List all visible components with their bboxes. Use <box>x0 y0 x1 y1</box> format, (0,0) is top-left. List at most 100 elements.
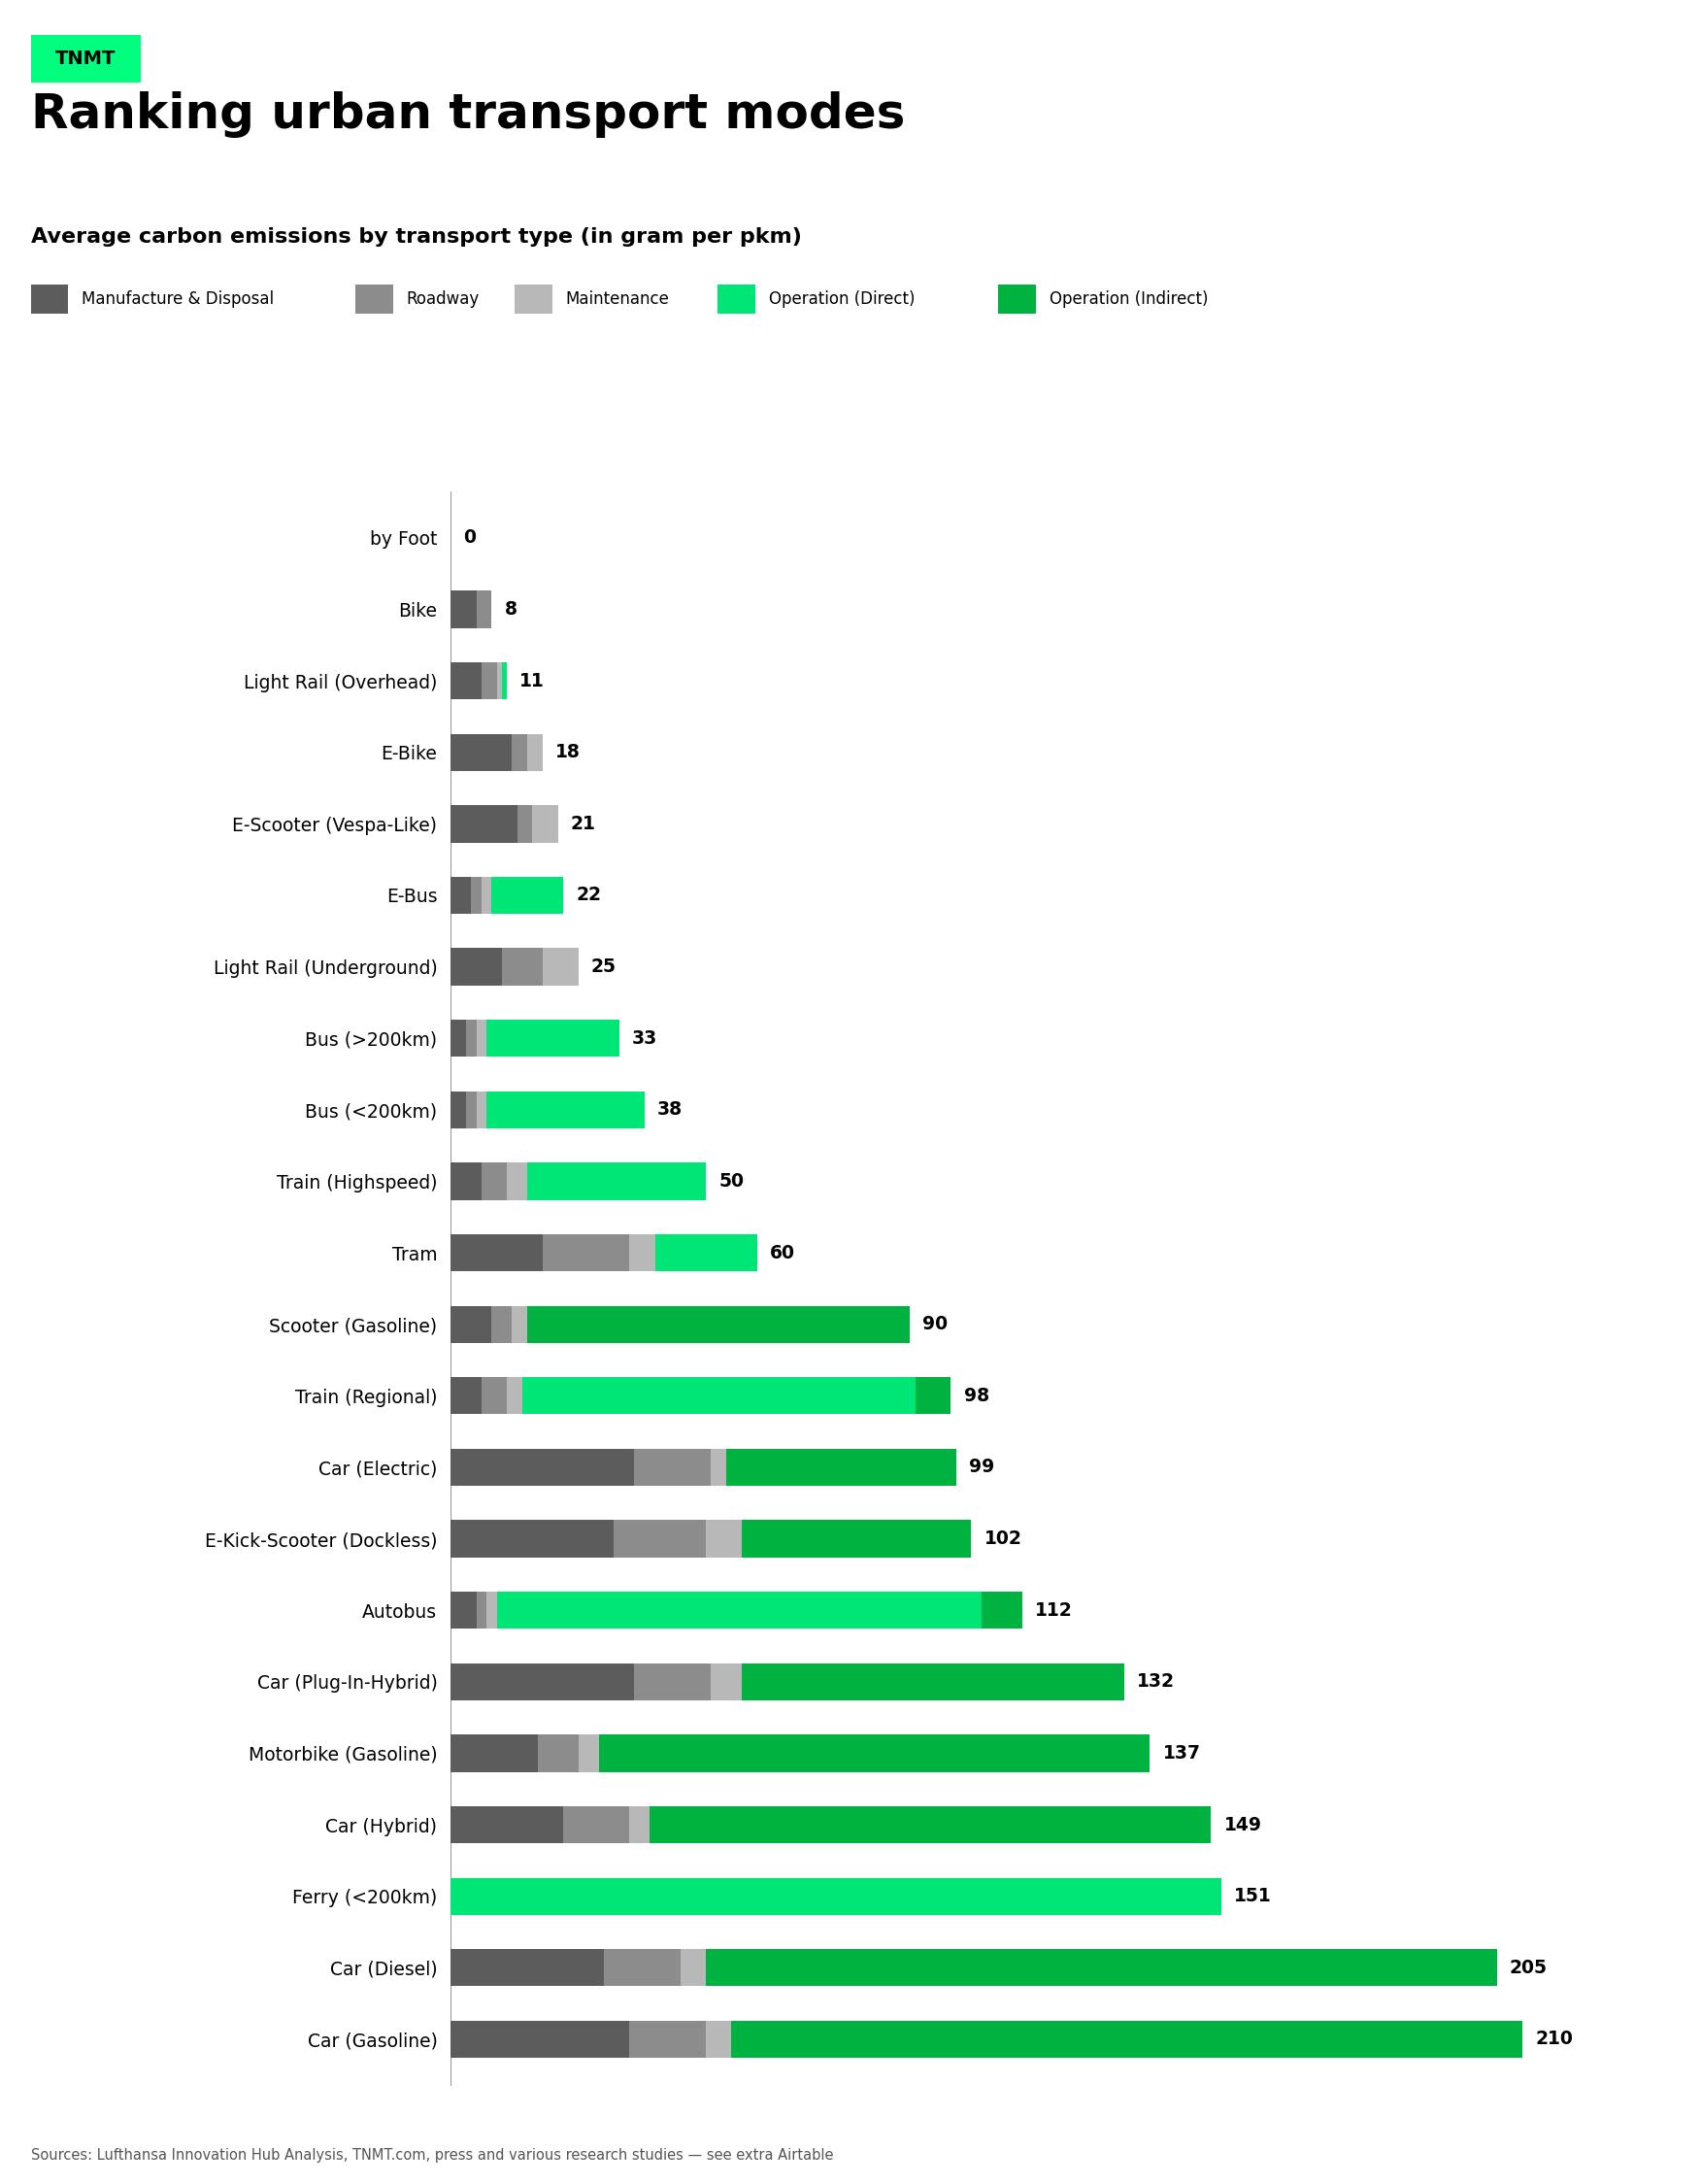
Bar <box>512 1306 527 1343</box>
Bar <box>451 592 476 629</box>
Bar <box>451 1092 466 1129</box>
Text: Manufacture & Disposal: Manufacture & Disposal <box>82 290 274 308</box>
Text: Ranking urban transport modes: Ranking urban transport modes <box>31 92 905 138</box>
Bar <box>451 1448 634 1485</box>
Text: 149: 149 <box>1223 1815 1262 1835</box>
Bar <box>655 1234 757 1271</box>
Bar <box>486 1092 645 1129</box>
Bar <box>599 1734 1150 1771</box>
Text: Maintenance: Maintenance <box>565 290 670 308</box>
Bar <box>502 662 507 699</box>
Bar <box>517 806 532 843</box>
Bar <box>706 1948 1497 1985</box>
Bar <box>629 1806 650 1843</box>
Bar <box>522 1378 915 1415</box>
Bar <box>711 1664 742 1701</box>
Bar <box>507 1378 522 1415</box>
Bar <box>451 948 502 985</box>
Text: 50: 50 <box>718 1173 743 1190</box>
Text: 137: 137 <box>1162 1745 1201 1762</box>
Text: 112: 112 <box>1034 1601 1073 1621</box>
Bar <box>451 1592 476 1629</box>
Bar <box>543 948 578 985</box>
Bar <box>476 592 492 629</box>
Text: 60: 60 <box>769 1243 794 1262</box>
Bar <box>451 876 471 913</box>
Bar <box>706 1520 742 1557</box>
Text: 151: 151 <box>1233 1887 1272 1904</box>
Text: 132: 132 <box>1136 1673 1175 1690</box>
Bar <box>680 1948 706 1985</box>
Bar <box>502 948 543 985</box>
Bar <box>527 734 543 771</box>
Bar <box>629 1234 655 1271</box>
Bar <box>481 662 497 699</box>
Text: Sources: Lufthansa Innovation Hub Analysis, TNMT.com, press and various research: Sources: Lufthansa Innovation Hub Analys… <box>31 2147 833 2162</box>
Bar <box>481 876 492 913</box>
Bar <box>451 1520 614 1557</box>
Bar <box>706 2020 731 2057</box>
Text: 38: 38 <box>657 1101 682 1118</box>
Bar <box>492 1306 512 1343</box>
Text: 11: 11 <box>521 673 544 690</box>
Bar <box>492 876 563 913</box>
Bar <box>486 1592 497 1629</box>
Text: Operation (Indirect): Operation (Indirect) <box>1050 290 1208 308</box>
Bar <box>451 662 481 699</box>
Text: 99: 99 <box>968 1459 993 1476</box>
Bar <box>614 1520 706 1557</box>
Bar <box>486 1020 619 1057</box>
Bar <box>481 1162 507 1199</box>
Bar <box>476 1092 486 1129</box>
Bar <box>578 1734 599 1771</box>
Bar <box>538 1734 578 1771</box>
Text: Operation (Direct): Operation (Direct) <box>769 290 915 308</box>
Bar <box>604 1948 680 1985</box>
Bar <box>451 806 517 843</box>
Bar <box>731 2020 1522 2057</box>
Bar <box>451 1664 634 1701</box>
Bar <box>451 1878 1221 1915</box>
Bar <box>451 1020 466 1057</box>
Bar <box>451 1306 492 1343</box>
Text: Roadway: Roadway <box>407 290 480 308</box>
Bar <box>481 1378 507 1415</box>
Bar <box>497 1592 981 1629</box>
Bar <box>466 1092 476 1129</box>
Text: 33: 33 <box>631 1029 657 1048</box>
Bar <box>451 1234 543 1271</box>
Bar <box>629 2020 706 2057</box>
Bar <box>711 1448 726 1485</box>
Bar <box>726 1448 956 1485</box>
Bar <box>563 1806 629 1843</box>
Text: 8: 8 <box>505 601 517 618</box>
Bar <box>915 1378 951 1415</box>
Text: 90: 90 <box>922 1315 947 1334</box>
Bar <box>451 734 512 771</box>
Text: 0: 0 <box>463 529 476 548</box>
Bar <box>476 1020 486 1057</box>
Bar <box>451 1734 538 1771</box>
Bar <box>451 1378 481 1415</box>
Bar <box>532 806 558 843</box>
Bar <box>451 1162 481 1199</box>
Bar <box>742 1664 1124 1701</box>
Bar <box>451 2020 629 2057</box>
Bar <box>527 1306 910 1343</box>
Bar <box>543 1234 629 1271</box>
Bar <box>527 1162 706 1199</box>
Text: 21: 21 <box>572 815 595 832</box>
Bar <box>742 1520 971 1557</box>
Text: 102: 102 <box>983 1529 1022 1548</box>
Bar <box>507 1162 527 1199</box>
Bar <box>497 662 502 699</box>
Text: TNMT: TNMT <box>56 50 116 68</box>
Bar <box>466 1020 476 1057</box>
Bar <box>451 1948 604 1985</box>
Bar <box>512 734 527 771</box>
Text: 25: 25 <box>592 957 616 976</box>
Text: 22: 22 <box>575 887 600 904</box>
Bar <box>634 1448 711 1485</box>
Text: 98: 98 <box>963 1387 988 1404</box>
Text: 210: 210 <box>1534 2029 1573 2049</box>
